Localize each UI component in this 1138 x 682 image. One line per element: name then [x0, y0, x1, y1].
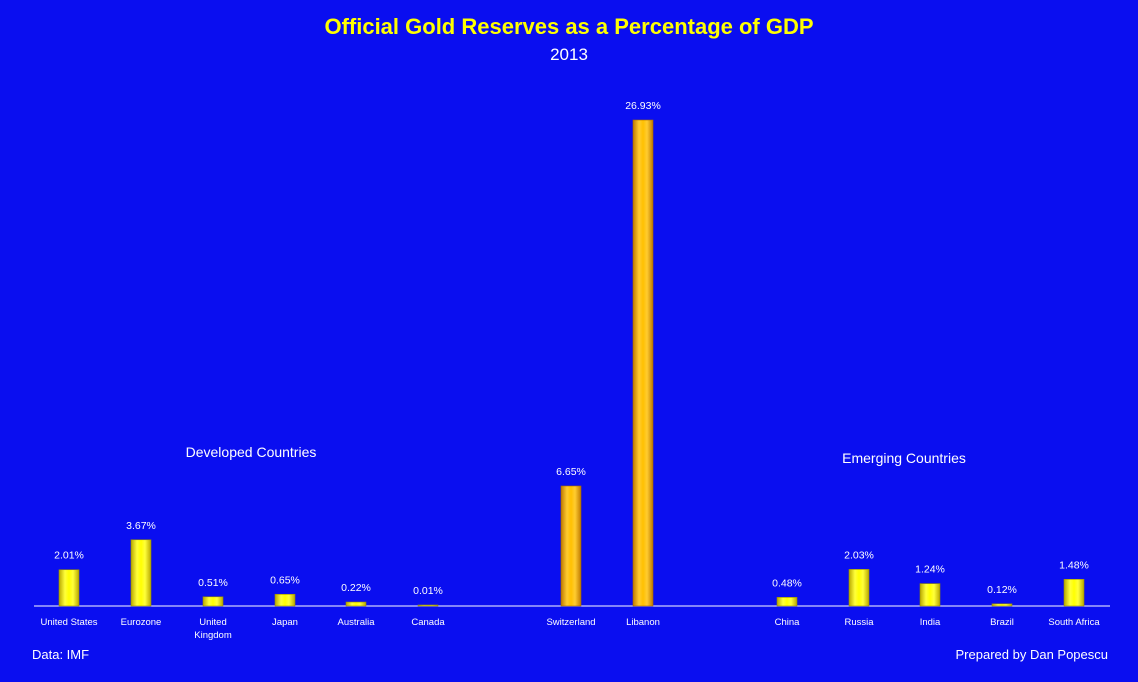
chart-subtitle: 2013	[550, 45, 588, 64]
category-tick-label: Eurozone	[121, 617, 162, 628]
bar-value-label: 0.65%	[270, 574, 300, 586]
bar	[1063, 578, 1085, 607]
bar	[919, 583, 941, 607]
bar-value-label: 0.01%	[413, 585, 443, 597]
bar-value-label: 1.24%	[915, 564, 945, 576]
category-tick-label: United	[199, 617, 226, 628]
bar	[776, 597, 798, 607]
bar	[130, 539, 152, 607]
bar	[991, 603, 1013, 607]
category-tick-label: Switzerland	[546, 617, 595, 628]
category-tick-label: Japan	[272, 617, 298, 628]
category-tick-label: South Africa	[1048, 617, 1100, 628]
bar	[274, 593, 296, 607]
category-tick-label: Libanon	[626, 617, 660, 628]
category-tick-label: Brazil	[990, 617, 1014, 628]
chart-title: Official Gold Reserves as a Percentage o…	[324, 14, 813, 39]
category-tick-label: Russia	[844, 617, 874, 628]
bar	[202, 596, 224, 607]
bar-value-label: 6.65%	[556, 466, 586, 478]
bar	[345, 601, 367, 607]
bar	[848, 569, 870, 607]
category-tick-label: India	[920, 617, 941, 628]
bar	[417, 604, 439, 607]
bar	[632, 119, 654, 607]
bar-value-label: 26.93%	[625, 100, 661, 112]
data-source-note: Data: IMF	[32, 647, 89, 662]
bar-value-label: 3.67%	[126, 520, 156, 532]
bar-value-label: 2.01%	[54, 550, 84, 562]
author-credit: Prepared by Dan Popescu	[956, 647, 1108, 662]
bar-value-label: 0.22%	[341, 582, 371, 594]
bar-value-label: 2.03%	[844, 549, 874, 561]
category-tick-label: China	[775, 617, 801, 628]
bar-value-label: 0.12%	[987, 584, 1017, 596]
group-label-emerging: Emerging Countries	[842, 450, 966, 466]
bar	[560, 485, 582, 607]
category-tick-label: United States	[40, 617, 97, 628]
bar-value-label: 0.51%	[198, 577, 228, 589]
category-tick-label: Australia	[338, 617, 376, 628]
bar-value-label: 1.48%	[1059, 559, 1089, 571]
bar-value-label: 0.48%	[772, 577, 802, 589]
category-tick-label: Canada	[411, 617, 445, 628]
group-label-developed: Developed Countries	[186, 444, 317, 460]
bar	[58, 569, 80, 607]
category-tick-label: Kingdom	[194, 630, 232, 641]
